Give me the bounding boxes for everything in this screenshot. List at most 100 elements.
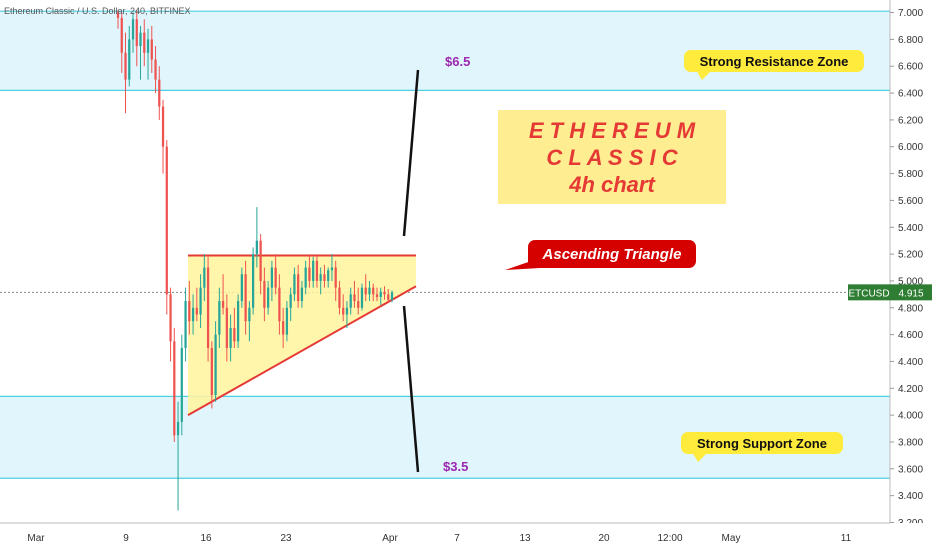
projection-line-down	[402, 305, 420, 473]
candle-body	[353, 294, 356, 302]
candle	[154, 46, 157, 94]
candle-body	[120, 17, 123, 53]
candle-body	[143, 32, 146, 53]
pattern-label-box	[528, 240, 696, 268]
title-line-2: C L A S S I C	[546, 145, 678, 170]
candle	[312, 256, 315, 288]
y-tick-label: 4.200	[898, 384, 923, 395]
candle	[368, 280, 371, 302]
symbol-title: Ethereum Classic / U.S. Dollar, 240, BIT…	[4, 6, 191, 16]
candle	[195, 287, 198, 322]
y-tick-label: 6.800	[898, 35, 923, 46]
candle-body	[203, 267, 206, 288]
support-label-box	[681, 432, 843, 454]
candle-body	[255, 240, 259, 255]
candle	[319, 267, 322, 295]
price-tag-symbol-bg	[848, 284, 890, 301]
candle	[289, 287, 292, 322]
candle	[259, 233, 262, 295]
pattern-label-text: Ascending Triangle	[542, 246, 682, 263]
x-tick-label: 7	[454, 533, 460, 544]
support-label: Strong Support Zone	[681, 432, 843, 462]
candle	[342, 294, 345, 322]
candle-body	[158, 79, 161, 107]
candle-body	[259, 240, 262, 281]
x-tick-label: Mar	[27, 533, 45, 544]
candle	[334, 260, 337, 302]
resistance-label-box	[684, 50, 864, 72]
candle	[375, 287, 379, 302]
candle-body	[357, 301, 360, 308]
candle-body	[214, 334, 217, 396]
candle	[214, 321, 217, 402]
candle	[372, 283, 375, 302]
x-tick-label: Apr	[382, 533, 398, 544]
candle	[124, 32, 127, 114]
resistance-label-text: Strong Resistance Zone	[700, 54, 849, 69]
candle-body	[270, 267, 274, 288]
x-tick-label: 20	[598, 533, 610, 544]
y-tick-label: 5.000	[898, 276, 923, 287]
candle-body	[323, 274, 326, 281]
title-line-3: 4h chart	[568, 172, 656, 197]
candle-body	[345, 307, 349, 315]
candle-body	[128, 39, 131, 80]
candle-body	[308, 267, 311, 281]
y-tick-label: 6.000	[898, 142, 923, 153]
candle	[364, 274, 367, 302]
candle-body	[248, 307, 251, 322]
candle	[158, 66, 161, 120]
y-tick-label: 4.400	[898, 357, 923, 368]
candle	[300, 280, 304, 308]
x-tick-label: 12:00	[657, 533, 682, 544]
y-tick-label: 5.800	[898, 169, 923, 180]
resistance-label-tail	[696, 70, 712, 80]
candle	[199, 274, 202, 328]
y-tick-label: 6.400	[898, 89, 923, 100]
candle	[379, 287, 382, 306]
projection-line-up	[402, 69, 420, 237]
candle-body	[236, 301, 240, 342]
candle	[150, 25, 153, 73]
x-tick-label: 13	[519, 533, 531, 544]
candle	[236, 294, 240, 349]
y-tick-label: 5.600	[898, 196, 923, 207]
candle	[390, 290, 394, 303]
candle	[327, 267, 330, 288]
candle-body	[334, 267, 337, 288]
support-label-text: Strong Support Zone	[697, 436, 827, 451]
candle-body	[349, 294, 352, 308]
candle-body	[338, 287, 341, 308]
candle	[240, 267, 243, 308]
candle	[218, 287, 221, 349]
triangle-support-line	[187, 285, 417, 417]
candle-body	[375, 294, 379, 298]
candle	[188, 280, 191, 335]
candle	[191, 294, 195, 335]
candle-body	[330, 267, 334, 271]
candle	[131, 12, 135, 53]
candle	[143, 19, 146, 67]
candle-body	[285, 307, 289, 335]
candle	[255, 207, 259, 268]
candle-body	[293, 274, 296, 295]
price-axis	[890, 0, 932, 550]
candle-body	[199, 287, 202, 315]
candle-body	[312, 260, 315, 281]
x-tick-label: 16	[200, 533, 212, 544]
y-tick-label: 7.000	[898, 8, 923, 19]
y-tick-label: 4.600	[898, 330, 923, 341]
candle	[304, 260, 307, 295]
candle-body	[169, 294, 172, 342]
candle-body	[210, 348, 213, 396]
candle	[308, 254, 311, 288]
candle-body	[233, 327, 236, 342]
candle-body	[176, 421, 180, 436]
candle	[116, 9, 120, 29]
x-tick-label: 9	[123, 533, 129, 544]
candle-body	[267, 287, 270, 308]
candle	[169, 287, 172, 362]
x-tick-label: 23	[280, 533, 292, 544]
target-down-label: $3.5	[443, 459, 468, 474]
